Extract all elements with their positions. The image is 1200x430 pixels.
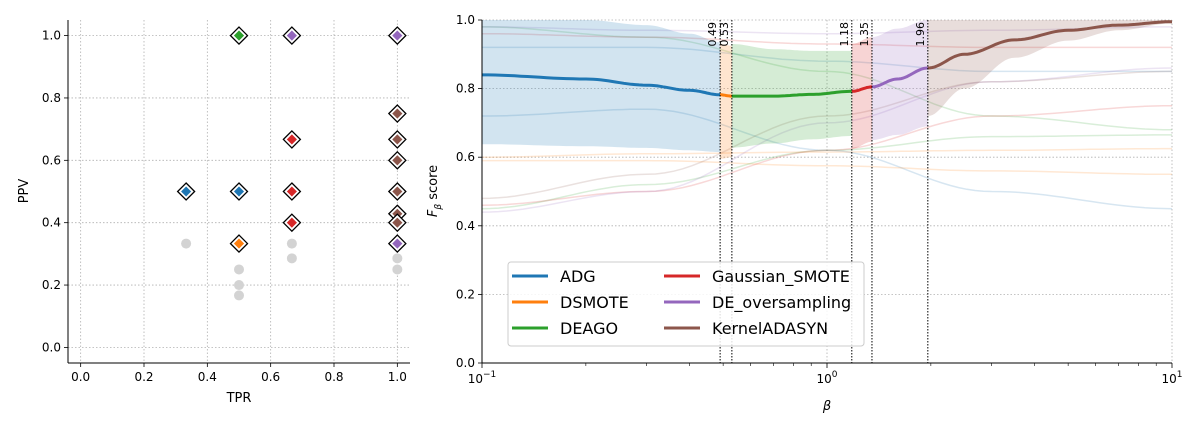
fbeta-panel: 0.490.53 1.18 1.35 1.96 10−1 100 101 0.00.20.…	[426, 13, 1183, 414]
y-tick-label: 1.0	[42, 29, 61, 43]
faint-curve	[482, 134, 1172, 210]
faint-curve	[482, 70, 1172, 200]
background-point	[286, 238, 297, 249]
legend-label: ADG	[560, 267, 596, 286]
y-tick-label: 0.0	[456, 356, 475, 370]
y-tick-label: 0.0	[42, 340, 61, 354]
x-tick-label: 100	[816, 370, 837, 386]
series-line	[851, 85, 872, 93]
highlighted-point	[285, 216, 298, 229]
confidence-band	[927, 20, 1172, 116]
y-tick-label: 0.2	[42, 278, 61, 292]
highlighted-points	[176, 26, 407, 253]
fbeta-y-axis-label: Fβ score	[426, 165, 444, 217]
background-point	[181, 238, 192, 249]
x-tick-label: 0.2	[134, 370, 153, 384]
faint-curve	[482, 26, 1172, 131]
y-tick-label: 0.4	[42, 216, 61, 230]
x-tick-label: 0.6	[261, 370, 280, 384]
highlighted-point	[391, 185, 404, 198]
confidence-bands	[482, 20, 1172, 159]
scatter-y-ticks: 0.0 0.2 0.4 0.6 0.8 1.0	[42, 29, 68, 354]
highlighted-point	[391, 154, 404, 167]
y-tick-label: 1.0	[456, 13, 475, 27]
scatter-x-axis-label: TPR	[226, 391, 252, 406]
faint-curves	[482, 26, 1172, 213]
threshold-label: 0.49	[706, 22, 719, 47]
background-point	[286, 253, 297, 264]
highlighted-point	[233, 237, 245, 250]
background-point	[234, 290, 244, 301]
background-point	[234, 280, 244, 291]
y-tick-label: 0.8	[456, 82, 475, 96]
faint-curve	[482, 147, 1172, 158]
confidence-band	[482, 20, 721, 153]
highlighted-point	[391, 216, 404, 229]
y-tick-label: 0.2	[456, 287, 475, 301]
highlighted-point	[391, 107, 404, 120]
highlighted-point	[391, 133, 404, 146]
fbeta-x-axis-label: β	[822, 399, 831, 414]
x-tick-label: 1.0	[388, 370, 407, 384]
y-tick-label: 0.6	[42, 153, 61, 167]
series-line	[731, 89, 852, 98]
scatter-x-ticks: 0.0 0.2 0.4 0.6 0.8 1.0	[71, 363, 407, 384]
x-tick-label: 101	[1161, 370, 1182, 386]
faint-curve	[482, 32, 1172, 49]
background-point	[392, 253, 403, 264]
confidence-band	[720, 44, 732, 159]
legend: ADG DSMOTE DEAGO Gaussian_SMOTE DE_oversampl…	[507, 261, 865, 347]
background-point	[392, 264, 403, 275]
scatter-axes	[67, 20, 410, 364]
confidence-band	[851, 37, 872, 149]
x-tick-label: 0.0	[71, 370, 90, 384]
faint-curve	[482, 108, 1172, 210]
threshold-label: 1.18	[838, 22, 851, 47]
y-tick-label: 0.4	[456, 219, 475, 233]
threshold-label: 1.35	[858, 22, 871, 47]
x-tick-label: 0.4	[198, 370, 217, 384]
y-tick-label: 0.8	[42, 91, 61, 105]
highlighted-point	[285, 133, 298, 146]
fbeta-y-ticks: 0.0 0.2 0.4 0.6 0.8 1.0	[456, 13, 482, 370]
faint-curve	[482, 26, 1172, 35]
faint-curve	[482, 159, 1172, 176]
highlighted-point	[180, 185, 193, 198]
highlighted-point	[285, 29, 298, 42]
series-line	[482, 73, 721, 97]
legend-label: DSMOTE	[560, 293, 629, 312]
threshold-label: 1.96	[914, 22, 927, 47]
highlighted-point	[233, 185, 245, 198]
threshold-lines: 0.490.53 1.18 1.35 1.96	[706, 20, 929, 363]
highlighted-point	[391, 237, 404, 250]
scatter-y-axis-label: PPV	[17, 179, 32, 204]
legend-label: DEAGO	[560, 319, 618, 338]
x-tick-label: 0.8	[324, 370, 343, 384]
series-line	[927, 20, 1172, 70]
legend-box	[507, 261, 865, 347]
fbeta-x-ticks: 10−1 100 101	[468, 363, 1183, 386]
scatter-gridlines	[68, 20, 410, 363]
x-tick-label: 10−1	[468, 370, 497, 386]
faint-curve	[482, 105, 1172, 206]
legend-label: DE_oversampling	[712, 293, 851, 313]
faint-curve	[482, 46, 1172, 73]
series-line	[871, 66, 928, 89]
scatter-panel: 0.0 0.2 0.4 0.6 0.8 1.0 0.0 0.2 0.4 0.6 0.8 1.0 TP…	[17, 20, 410, 406]
series-lines	[482, 20, 1172, 98]
series-line	[720, 93, 732, 98]
highlighted-point	[391, 29, 404, 42]
highlighted-point	[285, 185, 298, 198]
legend-label: KernelADASYN	[712, 319, 828, 338]
threshold-label: 0.53	[718, 22, 731, 47]
y-tick-label: 0.6	[456, 150, 475, 164]
faint-curve	[482, 67, 1172, 213]
highlighted-point	[233, 29, 245, 42]
background-point	[234, 264, 244, 275]
legend-label: Gaussian_SMOTE	[712, 267, 850, 287]
